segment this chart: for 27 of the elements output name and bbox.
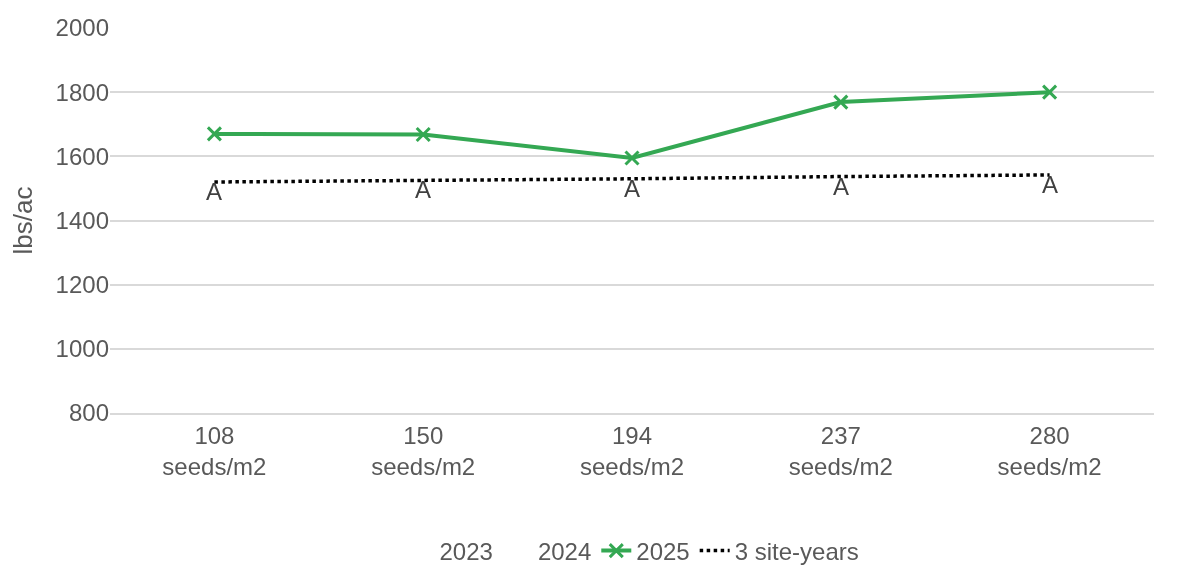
annotation: A <box>624 175 641 202</box>
y-tick-label: 1400 <box>55 206 109 234</box>
annotation: A <box>206 178 223 205</box>
point <box>1041 84 1058 101</box>
x-tick-label: 237 seeds/m2 <box>788 421 893 480</box>
text: 2024 <box>537 537 592 565</box>
point <box>206 125 223 142</box>
x-tick-label: 108 seeds/m2 <box>162 421 267 480</box>
legend-label: 2025 <box>636 537 690 565</box>
x-tick-label: 150 seeds/m2 <box>371 421 476 480</box>
y-tick-label: 1200 <box>55 271 109 299</box>
point <box>832 94 849 111</box>
y-tick-label: 800 <box>68 399 109 427</box>
legend-label: 3 site-years <box>734 537 859 565</box>
y-tick-label: 2000 <box>55 14 109 42</box>
y-tick-label: 1600 <box>55 142 109 170</box>
annotation: A <box>1042 171 1059 198</box>
text: 2023 <box>439 537 493 565</box>
annotation: A <box>415 176 432 203</box>
x-tick-label: 194 seeds/m2 <box>579 421 685 480</box>
y-axis-title: lbs/ac <box>8 186 39 255</box>
point <box>624 149 640 166</box>
y-tick-label: 1000 <box>55 335 109 363</box>
y-tick-label: 1800 <box>55 78 109 106</box>
point <box>415 126 432 143</box>
annotation: A <box>833 173 850 200</box>
x-tick-label: 280 seeds/m2 <box>997 421 1102 480</box>
